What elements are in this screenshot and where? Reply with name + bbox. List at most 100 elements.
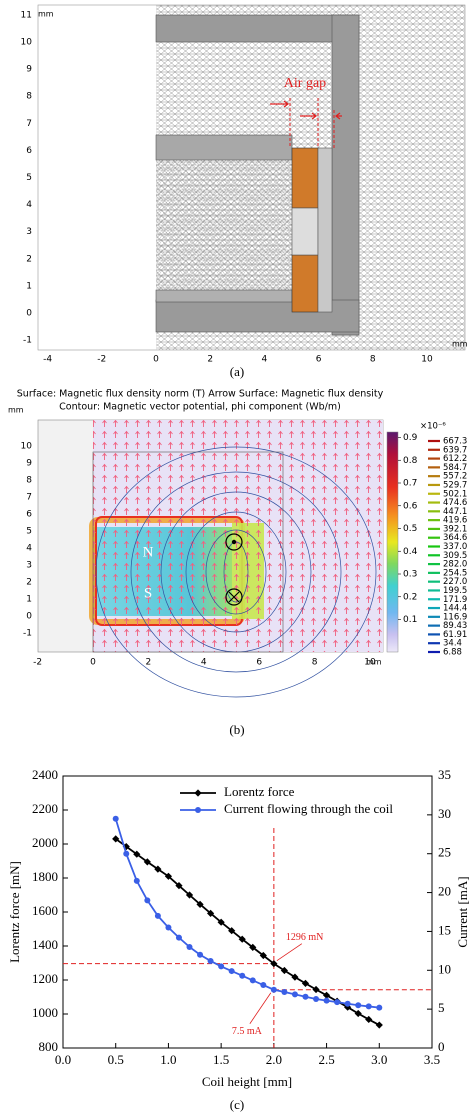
x-unit: mm bbox=[366, 658, 382, 667]
current-dot bbox=[231, 539, 237, 545]
legend-label: Lorentz force bbox=[224, 784, 295, 799]
marker bbox=[376, 1004, 383, 1011]
marker bbox=[344, 1000, 351, 1007]
marker bbox=[218, 963, 225, 970]
annotation: 1296 mN bbox=[286, 932, 324, 943]
marker bbox=[291, 991, 298, 998]
x-tick-label: 0.0 bbox=[55, 1052, 71, 1067]
contour-legend-label: 667.3 bbox=[443, 437, 467, 447]
marker bbox=[291, 973, 299, 981]
x-tick-label: -2 bbox=[33, 658, 42, 668]
marker bbox=[281, 989, 288, 996]
marker bbox=[375, 1021, 383, 1029]
marker bbox=[228, 927, 236, 935]
x-tick-label: 1.0 bbox=[160, 1052, 176, 1067]
current-out bbox=[225, 533, 243, 551]
marker bbox=[133, 877, 140, 884]
marker bbox=[133, 850, 141, 858]
marker bbox=[207, 957, 214, 964]
annotation: Air gap bbox=[284, 76, 326, 91]
marker bbox=[334, 999, 341, 1006]
contour bbox=[95, 446, 377, 698]
x-tick-label: 3.0 bbox=[371, 1052, 387, 1067]
contour-legend-label: 639.7 bbox=[443, 445, 467, 455]
y-tick-label: 1000 bbox=[32, 1005, 58, 1020]
y2-tick-label: 35 bbox=[438, 767, 451, 782]
contour-legend-label: 529.7 bbox=[443, 480, 467, 490]
contour bbox=[185, 511, 287, 633]
y-tick-label: 11 bbox=[21, 10, 32, 20]
y2-tick-label: 25 bbox=[438, 845, 451, 860]
marker bbox=[344, 1003, 352, 1011]
y-tick-label: 2200 bbox=[32, 801, 58, 816]
y-tick-label: 1800 bbox=[32, 869, 58, 884]
marker bbox=[165, 924, 172, 931]
y-tick-label: 800 bbox=[39, 1039, 59, 1054]
marker bbox=[164, 872, 173, 880]
y2-tick-label: 5 bbox=[438, 1000, 445, 1015]
y2-tick-label: 30 bbox=[438, 806, 451, 821]
y-tick-label: 5 bbox=[26, 173, 32, 183]
colorbar bbox=[386, 431, 399, 653]
x-axis-label: Coil height [mm] bbox=[202, 1074, 292, 1089]
geometry-outline bbox=[92, 451, 284, 653]
legend-marker bbox=[195, 807, 201, 813]
x-tick-label: 1.5 bbox=[213, 1052, 229, 1067]
x-tick-label: 2.5 bbox=[318, 1052, 334, 1067]
y-tick-label: 2 bbox=[26, 254, 32, 264]
colorbar-label: 0.6 bbox=[403, 501, 418, 511]
marker bbox=[175, 934, 182, 941]
x-tick-label: -4 bbox=[43, 355, 52, 365]
y-unit: mm bbox=[8, 406, 24, 415]
contour-legend-label: 61.91 bbox=[443, 630, 467, 640]
marker bbox=[154, 865, 162, 873]
x-unit: mm bbox=[452, 340, 468, 349]
contour-legend-label: 364.6 bbox=[443, 533, 467, 543]
colorbar-label: 0.5 bbox=[403, 524, 417, 534]
contour-legend-label: 116.9 bbox=[443, 612, 467, 622]
x-tick-label: 6 bbox=[316, 355, 322, 365]
y-unit: mm bbox=[38, 10, 54, 19]
contours bbox=[95, 446, 377, 698]
marker bbox=[301, 979, 310, 987]
x-tick-label: 3.5 bbox=[424, 1052, 440, 1067]
y-tick-label: 1600 bbox=[32, 903, 58, 918]
x-tick-label: 2 bbox=[207, 355, 213, 365]
marker bbox=[154, 912, 161, 919]
y-tick-label: 1400 bbox=[32, 937, 58, 952]
x-tick-label: 8 bbox=[370, 355, 376, 365]
marker bbox=[112, 835, 120, 843]
contour-legend-label: 474.6 bbox=[443, 498, 467, 508]
marker bbox=[196, 900, 204, 908]
marker bbox=[259, 951, 267, 960]
x-tick-label: -2 bbox=[97, 355, 106, 365]
contour-legend-label: 309.5 bbox=[443, 551, 467, 561]
legend-label: Current flowing through the coil bbox=[224, 801, 393, 816]
colorbar-label: 0.9 bbox=[403, 433, 418, 443]
contour bbox=[205, 529, 267, 615]
panel-a: Air gap mm mm (a) bbox=[37, 4, 468, 379]
contour-legend-label: 419.6 bbox=[443, 516, 467, 526]
y-tick-label: 9 bbox=[26, 459, 32, 469]
y-tick-label: -1 bbox=[23, 629, 32, 639]
magnet-mesh bbox=[156, 160, 292, 295]
y-tick-label: 10 bbox=[21, 442, 33, 452]
marker bbox=[270, 986, 277, 993]
y-tick-label: 9 bbox=[26, 65, 32, 75]
y-tick-label: 2000 bbox=[32, 835, 58, 850]
y-tick-label: 7 bbox=[26, 119, 32, 129]
current-cross bbox=[228, 591, 240, 603]
x-tick-label: 0 bbox=[90, 658, 96, 668]
x-tick-label: 10 bbox=[421, 355, 433, 365]
panel-b: Surface: Magnetic flux density norm (T) … bbox=[8, 389, 446, 737]
marker bbox=[249, 977, 256, 984]
contour-legend-label: 144.4 bbox=[443, 604, 467, 614]
y-tick-label: 6 bbox=[26, 146, 32, 156]
contour-legend-label: 34.4 bbox=[443, 639, 462, 649]
current-in bbox=[225, 588, 243, 606]
series-line bbox=[115, 838, 380, 1026]
contour-legend-label: 199.5 bbox=[443, 586, 467, 596]
y-tick-label: 1200 bbox=[32, 971, 58, 986]
marker bbox=[313, 996, 320, 1003]
annotation: 7.5 mA bbox=[232, 1026, 263, 1037]
